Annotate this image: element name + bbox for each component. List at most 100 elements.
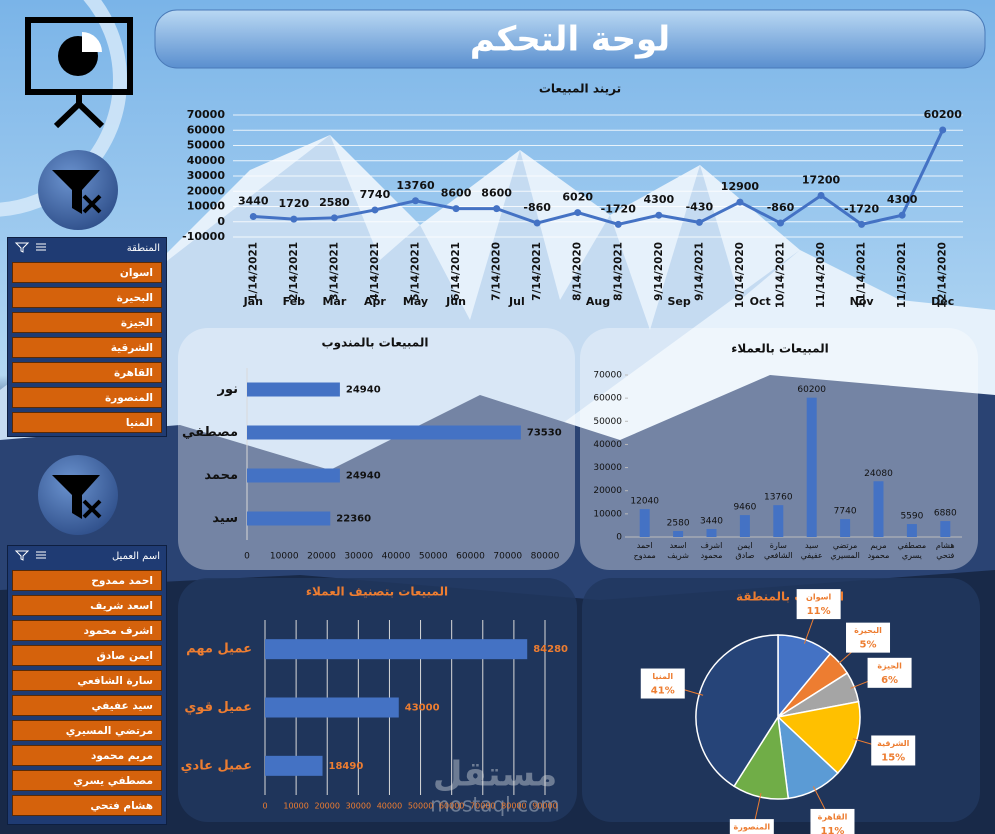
data-label: 4300 — [644, 193, 675, 206]
data-label: 8600 — [481, 187, 512, 200]
x-tick-label: اسعد شريف — [667, 541, 689, 560]
bar — [906, 524, 917, 537]
bar — [247, 511, 331, 526]
data-label: 60200 — [797, 385, 826, 395]
data-label: 13760 — [764, 493, 793, 503]
slicer-item[interactable]: احمد ممدوح — [12, 570, 162, 591]
x-tick-label: 9/14/2021 — [693, 242, 705, 301]
slicer-icons[interactable] — [14, 549, 48, 564]
x-tick-label: 70000 — [493, 552, 522, 562]
bar — [773, 505, 784, 537]
bar — [265, 755, 323, 776]
label-box — [871, 735, 916, 766]
x-tick-label: سارة الشافعي — [763, 541, 793, 560]
x-tick-label: 4/14/2021 — [369, 242, 381, 301]
y-tick-label: 20000 — [593, 486, 622, 496]
slicer-icons[interactable] — [14, 549, 48, 561]
slicer-item[interactable]: سيد عفيفي — [12, 695, 162, 716]
x-tick-label: 1/14/2021 — [247, 242, 259, 301]
x-tick-label: مريم محمود — [867, 541, 890, 560]
chart-title: تريند المبيعات — [539, 82, 621, 96]
point — [858, 220, 866, 228]
bar — [247, 425, 521, 440]
title-banner — [154, 9, 986, 69]
slicer-item[interactable]: مصطفي يسري — [12, 770, 162, 791]
y-tick-label: 70000 — [187, 108, 226, 121]
x-tick-label: 80000 — [501, 802, 526, 811]
slicer-item[interactable]: البحيرة — [12, 287, 162, 308]
y-tick-label: 0 — [616, 533, 622, 543]
slicer-item[interactable]: المنصورة — [12, 387, 162, 408]
x-tick-label: 60000 — [439, 802, 464, 811]
slicer-item[interactable]: القاهرة — [12, 362, 162, 383]
y-tick-label: 10000 — [187, 200, 226, 213]
data-label: 15% — [881, 752, 905, 763]
point — [452, 205, 460, 213]
slicer-item[interactable]: ايمن صادق — [12, 645, 162, 666]
x-tick-label: 70000 — [470, 802, 495, 811]
clear-filter-button[interactable] — [38, 455, 118, 535]
point — [939, 126, 947, 134]
pie-label: اسوان — [806, 593, 831, 602]
point — [533, 219, 541, 227]
slicer-item[interactable]: اشرف محمود — [12, 620, 162, 641]
x-group-label: Jan — [243, 295, 263, 308]
slicer-item[interactable]: سارة الشافعي — [12, 670, 162, 691]
slicer-item[interactable]: اسوان — [12, 262, 162, 283]
data-label: 3440 — [238, 195, 269, 208]
x-group-label: Nov — [850, 295, 875, 308]
y-tick-label: 20000 — [187, 184, 226, 197]
clear-filter-button[interactable] — [38, 150, 118, 230]
point — [614, 220, 622, 228]
slicer-item[interactable]: الجيزة — [12, 312, 162, 333]
slicer-item[interactable]: مريم محمود — [12, 745, 162, 766]
panel — [178, 328, 575, 570]
x-tick-label: 10/14/2020 — [734, 242, 746, 308]
bar — [247, 468, 340, 483]
point — [898, 211, 906, 219]
data-label: 4300 — [887, 193, 918, 206]
y-tick-label: سيد — [212, 511, 238, 526]
slicer-item[interactable]: مرتضي المسيري — [12, 720, 162, 741]
x-tick-label: 40000 — [382, 552, 411, 562]
x-tick-label: 5/14/2021 — [410, 242, 422, 301]
data-label: 12040 — [630, 497, 659, 507]
x-tick-label: 0 — [244, 552, 250, 562]
y-tick-label: 30000 — [187, 169, 226, 182]
x-tick-label: 50000 — [419, 552, 448, 562]
data-label: 18490 — [329, 761, 364, 772]
slicer-icons[interactable] — [14, 241, 48, 253]
data-label: -1720 — [844, 202, 880, 215]
watermark: مستقل — [433, 755, 557, 795]
data-label: -860 — [767, 201, 795, 214]
slicer-header: المنطقة — [8, 238, 166, 258]
slicer-title: اسم العميل — [111, 550, 160, 562]
x-tick-label: 7/14/2020 — [491, 242, 503, 301]
slicer-item[interactable]: المنيا — [12, 412, 162, 433]
x-tick-label: 11/15/2021 — [896, 242, 908, 308]
x-tick-label: سارة الشافعي — [763, 541, 793, 560]
x-tick-label: 11/14/2020 — [815, 242, 827, 308]
label-box — [810, 808, 855, 834]
slicer-title: المنطقة — [126, 242, 160, 254]
y-tick-label: عميل مهم — [186, 642, 252, 657]
label-box — [640, 668, 685, 699]
pie-label: المنيا — [652, 672, 673, 681]
slicer-icons[interactable] — [14, 241, 48, 256]
y-tick-label: 30000 — [593, 463, 622, 473]
slicer-item[interactable]: اسعد شريف — [12, 595, 162, 616]
point — [371, 206, 379, 214]
page-title: لوحة التحكم — [470, 20, 670, 60]
slicer-item[interactable]: هشام فتحي — [12, 795, 162, 816]
x-tick-label: احمد ممدوح — [633, 541, 656, 560]
data-label: -1720 — [601, 202, 637, 215]
data-label: 24940 — [346, 471, 381, 482]
x-tick-label: 12/14/2020 — [937, 242, 949, 308]
slicer: اسم العميل احمد ممدوح اسعد شريف اشرف محمود ا… — [7, 545, 167, 825]
slicer-item[interactable]: الشرقية — [12, 337, 162, 358]
bar — [639, 509, 650, 537]
x-tick-label: 50000 — [408, 802, 433, 811]
bar — [706, 529, 717, 537]
